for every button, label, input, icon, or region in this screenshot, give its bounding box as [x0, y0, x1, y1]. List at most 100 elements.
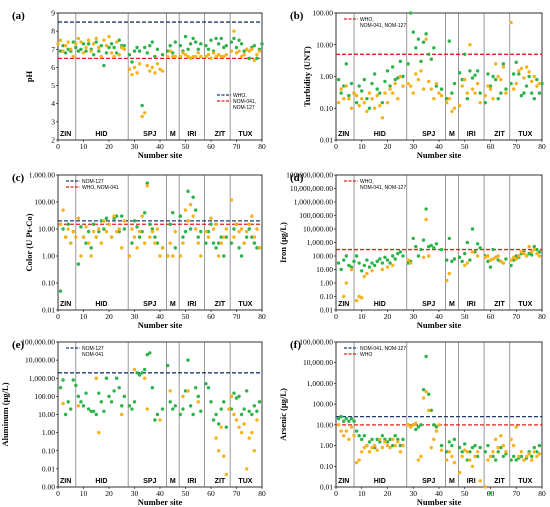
data-point-orange	[511, 255, 516, 260]
y-tick-label: 100.00	[312, 400, 333, 409]
data-point-green	[191, 412, 195, 417]
region-label: TUX	[518, 478, 532, 485]
data-point-green	[135, 371, 139, 375]
data-point-green	[354, 254, 359, 258]
data-point-green	[339, 267, 343, 272]
data-point-green	[535, 247, 539, 252]
data-point-orange	[478, 479, 482, 483]
data-point-green	[370, 261, 374, 265]
y-tick-label: 0.01	[320, 483, 333, 492]
data-point-green	[383, 255, 387, 260]
legend-entry: NOM-127	[82, 179, 104, 185]
data-point-orange	[239, 54, 244, 59]
data-point-green	[408, 11, 413, 15]
data-point-green	[252, 241, 257, 245]
data-point-orange	[385, 100, 390, 105]
data-point-green	[457, 71, 462, 75]
data-point-orange	[255, 53, 259, 57]
data-point-orange	[429, 445, 433, 450]
data-point-orange	[194, 54, 198, 59]
data-point-orange	[388, 445, 392, 450]
y-axis-label: Aluminum (μg/L)	[0, 382, 10, 446]
data-point-orange	[408, 84, 413, 88]
data-point-orange	[211, 51, 216, 55]
data-point-green	[160, 53, 165, 57]
data-point-orange	[411, 423, 415, 427]
data-point-orange	[478, 100, 482, 105]
data-point-orange	[416, 458, 421, 462]
data-point-orange	[447, 96, 451, 101]
data-point-green	[537, 250, 542, 254]
data-point-green	[514, 60, 518, 65]
data-point-green	[357, 261, 361, 265]
x-tick-label: 0	[334, 312, 338, 321]
data-point-green	[488, 84, 493, 88]
data-point-green	[92, 53, 96, 57]
data-point-green	[344, 62, 348, 66]
data-point-green	[194, 386, 198, 390]
data-point-green	[439, 443, 444, 448]
data-point-green	[499, 91, 503, 95]
data-point-green	[199, 229, 203, 234]
data-point-orange	[191, 54, 195, 59]
data-point-green	[434, 425, 439, 429]
y-tick-label: 100,000,000.00	[286, 171, 333, 180]
data-point-orange	[239, 227, 244, 231]
x-tick-label: 20	[105, 312, 113, 321]
data-point-green	[447, 440, 451, 444]
data-point-green	[414, 427, 418, 432]
region-label: ZIT	[494, 301, 505, 308]
data-point-orange	[519, 66, 524, 71]
data-point-orange	[419, 454, 423, 459]
data-point-green	[61, 43, 65, 48]
x-tick-label: 50	[182, 489, 190, 498]
data-point-orange	[470, 87, 475, 91]
x-tick-label: 40	[156, 142, 164, 151]
data-point-orange	[524, 454, 529, 459]
legend-entry: WHO,	[233, 93, 247, 99]
data-point-green	[245, 389, 249, 393]
data-point-orange	[143, 111, 147, 115]
data-point-orange	[390, 437, 395, 442]
data-point-orange	[408, 261, 413, 265]
data-point-orange	[517, 454, 521, 459]
data-point-green	[429, 57, 433, 61]
region-label: HID	[374, 478, 386, 485]
y-tick-label: 10.00	[316, 420, 333, 429]
data-point-green	[463, 442, 467, 446]
data-point-orange	[79, 254, 83, 258]
data-point-green	[194, 40, 198, 44]
data-point-green	[514, 254, 518, 258]
data-point-green	[114, 214, 119, 218]
data-point-orange	[499, 259, 503, 264]
data-point-orange	[216, 449, 221, 453]
data-point-orange	[234, 51, 239, 55]
data-point-green	[509, 263, 513, 268]
data-point-green	[475, 69, 480, 73]
data-point-orange	[120, 246, 124, 250]
y-tick-label: 10.00	[38, 225, 55, 234]
data-point-green	[439, 87, 444, 91]
data-point-orange	[357, 104, 361, 108]
data-point-orange	[421, 396, 426, 400]
data-point-green	[367, 440, 372, 444]
data-point-orange	[104, 43, 109, 48]
data-point-green	[145, 352, 149, 357]
data-point-green	[181, 407, 185, 411]
x-tick-label: 40	[435, 312, 443, 321]
y-tick-label: 10.00	[316, 265, 333, 274]
data-point-orange	[76, 216, 81, 220]
x-tick-label: 10	[358, 312, 366, 321]
y-tick-label: 10,000.00	[303, 225, 333, 234]
data-point-orange	[432, 96, 436, 101]
data-point-green	[465, 96, 470, 101]
data-point-orange	[475, 450, 480, 454]
data-point-green	[421, 387, 426, 392]
data-point-green	[385, 69, 390, 73]
data-point-green	[504, 87, 508, 91]
data-point-orange	[486, 254, 490, 258]
data-point-green	[196, 394, 200, 399]
data-point-orange	[522, 251, 526, 256]
data-point-orange	[491, 450, 495, 454]
data-point-orange	[537, 81, 542, 86]
